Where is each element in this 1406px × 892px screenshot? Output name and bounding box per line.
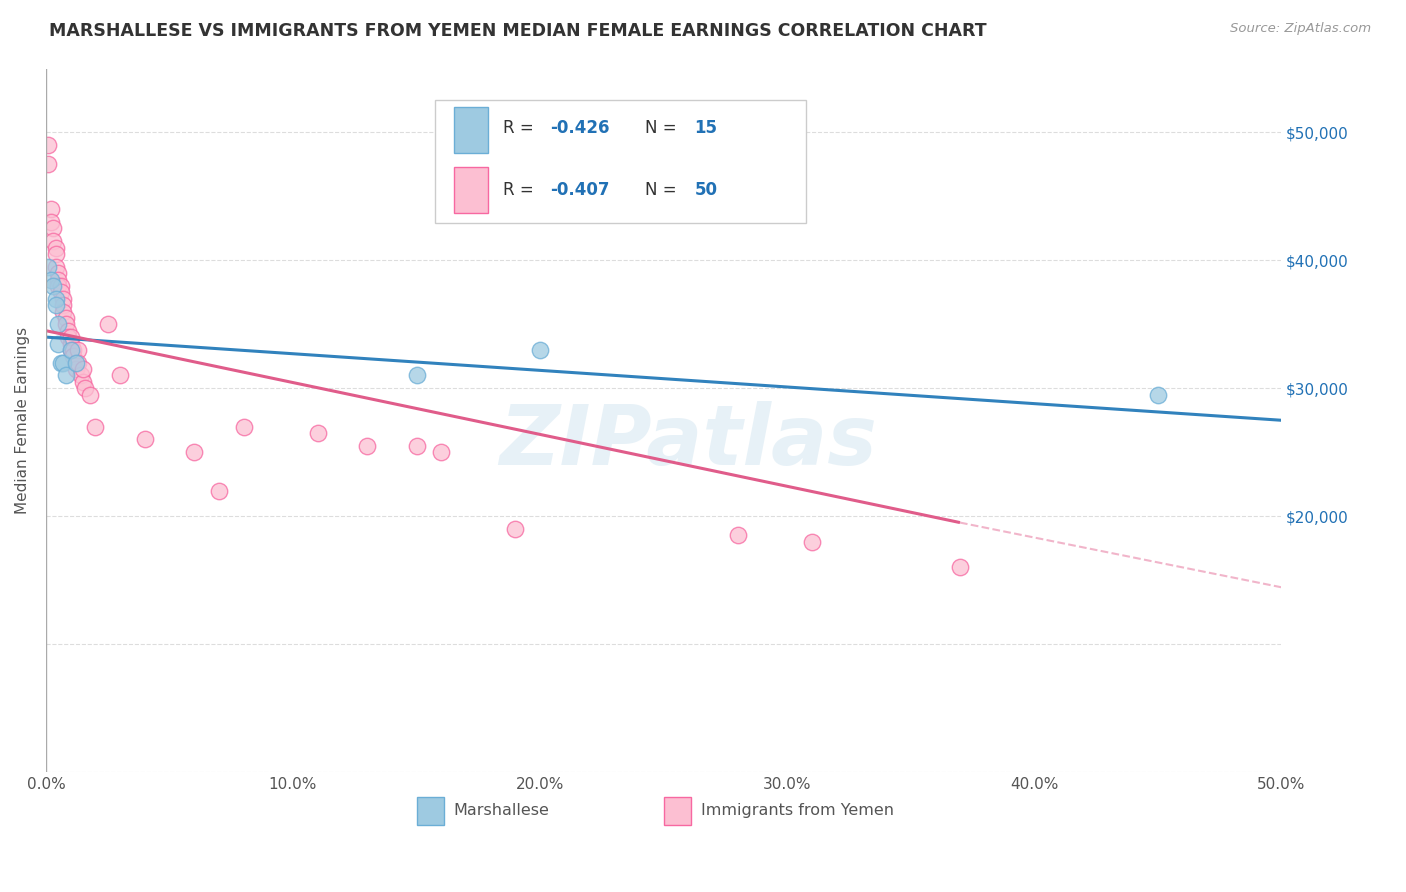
Bar — [454, 107, 488, 153]
Point — [45, 298, 67, 312]
Point — [79, 387, 101, 401]
Bar — [664, 797, 690, 825]
Point — [59, 336, 82, 351]
Text: R =: R = — [503, 180, 538, 199]
Point — [108, 368, 131, 383]
Point — [55, 310, 77, 325]
Point — [45, 247, 67, 261]
Point — [800, 534, 823, 549]
Text: MARSHALLESE VS IMMIGRANTS FROM YEMEN MEDIAN FEMALE EARNINGS CORRELATION CHART: MARSHALLESE VS IMMIGRANTS FROM YEMEN MED… — [49, 22, 987, 40]
Point — [62, 343, 84, 357]
Point — [55, 318, 77, 332]
Point — [59, 343, 82, 357]
Point — [62, 349, 84, 363]
Point — [356, 439, 378, 453]
Point — [67, 356, 90, 370]
Point — [37, 157, 59, 171]
Point — [42, 279, 65, 293]
Point — [72, 375, 94, 389]
Text: ZIPatlas: ZIPatlas — [499, 401, 877, 482]
Point — [45, 241, 67, 255]
Point — [49, 285, 72, 300]
Point — [42, 221, 65, 235]
Point — [52, 356, 75, 370]
Point — [49, 279, 72, 293]
Point — [430, 445, 453, 459]
Point — [232, 419, 254, 434]
Point — [65, 362, 87, 376]
Point — [75, 381, 97, 395]
Point — [37, 260, 59, 274]
Point — [52, 304, 75, 318]
Point — [46, 272, 69, 286]
Point — [59, 343, 82, 357]
Point — [46, 318, 69, 332]
Text: R =: R = — [503, 120, 538, 137]
Point — [59, 330, 82, 344]
Point — [39, 215, 62, 229]
Y-axis label: Median Female Earnings: Median Female Earnings — [15, 326, 30, 514]
Point — [49, 356, 72, 370]
Text: Immigrants from Yemen: Immigrants from Yemen — [700, 803, 894, 818]
Point — [37, 138, 59, 153]
Text: Source: ZipAtlas.com: Source: ZipAtlas.com — [1230, 22, 1371, 36]
Text: Marshallese: Marshallese — [454, 803, 550, 818]
Text: N =: N = — [645, 120, 682, 137]
Point — [39, 202, 62, 217]
Bar — [416, 797, 444, 825]
Point — [727, 528, 749, 542]
Text: 50: 50 — [695, 180, 717, 199]
Point — [58, 324, 80, 338]
Point — [52, 292, 75, 306]
Point — [55, 368, 77, 383]
Bar — [454, 167, 488, 212]
Point — [208, 483, 231, 498]
Point — [58, 330, 80, 344]
Point — [405, 439, 427, 453]
Point — [42, 234, 65, 248]
Point — [505, 522, 527, 536]
Point — [183, 445, 205, 459]
Point — [39, 272, 62, 286]
Point — [46, 279, 69, 293]
Text: -0.407: -0.407 — [550, 180, 609, 199]
Point — [46, 266, 69, 280]
Point — [69, 368, 91, 383]
Point — [65, 356, 87, 370]
Point — [52, 298, 75, 312]
Point — [45, 292, 67, 306]
Point — [97, 318, 120, 332]
Text: N =: N = — [645, 180, 682, 199]
Point — [307, 425, 329, 440]
Point — [72, 362, 94, 376]
Point — [84, 419, 107, 434]
Point — [67, 343, 90, 357]
Point — [405, 368, 427, 383]
Point — [134, 433, 156, 447]
Point — [949, 560, 972, 574]
Point — [45, 260, 67, 274]
Point — [65, 356, 87, 370]
Text: -0.426: -0.426 — [550, 120, 609, 137]
Text: 15: 15 — [695, 120, 717, 137]
FancyBboxPatch shape — [434, 100, 806, 223]
Point — [46, 336, 69, 351]
Point — [529, 343, 551, 357]
Point — [1146, 387, 1168, 401]
